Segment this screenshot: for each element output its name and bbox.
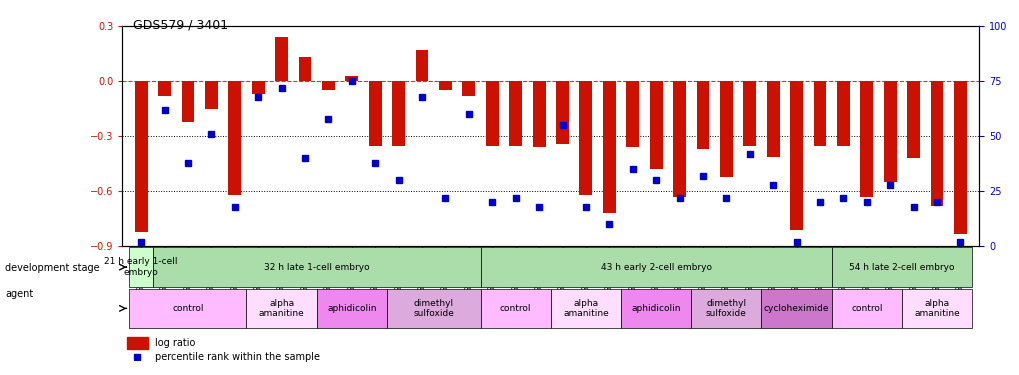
FancyBboxPatch shape — [480, 289, 550, 328]
Bar — [579, 81, 592, 195]
Bar — [929, 81, 943, 206]
Bar — [508, 81, 522, 146]
Text: control: control — [850, 304, 881, 313]
FancyBboxPatch shape — [153, 247, 480, 287]
Bar — [181, 81, 195, 122]
Bar — [649, 81, 662, 170]
Bar — [813, 81, 825, 146]
Bar — [392, 81, 405, 146]
Bar — [462, 81, 475, 96]
Text: percentile rank within the sample: percentile rank within the sample — [155, 352, 320, 362]
Bar — [532, 81, 545, 147]
Bar — [252, 81, 264, 94]
Bar — [882, 81, 896, 182]
Text: alpha
amanitine: alpha amanitine — [259, 299, 304, 318]
Bar — [485, 81, 498, 146]
Text: GDS579 / 3401: GDS579 / 3401 — [132, 19, 227, 32]
FancyBboxPatch shape — [386, 289, 480, 328]
FancyBboxPatch shape — [480, 247, 830, 287]
Bar — [790, 81, 802, 230]
Bar — [415, 50, 428, 81]
Text: alpha
amanitine: alpha amanitine — [562, 299, 608, 318]
FancyBboxPatch shape — [316, 289, 386, 328]
Bar — [906, 81, 919, 158]
Bar — [228, 81, 240, 195]
FancyBboxPatch shape — [550, 289, 621, 328]
Text: aphidicolin: aphidicolin — [631, 304, 681, 313]
Bar — [860, 81, 872, 197]
Bar — [719, 81, 732, 177]
FancyBboxPatch shape — [830, 247, 971, 287]
FancyBboxPatch shape — [129, 247, 153, 287]
Bar — [135, 81, 148, 232]
Text: control: control — [172, 304, 204, 313]
Text: dimethyl
sulfoxide: dimethyl sulfoxide — [413, 299, 453, 318]
Text: 21 h early 1-cell
embryо: 21 h early 1-cell embryо — [104, 257, 177, 277]
FancyBboxPatch shape — [247, 289, 316, 328]
Bar — [626, 81, 639, 147]
FancyBboxPatch shape — [901, 289, 971, 328]
Bar — [602, 81, 615, 213]
Bar — [953, 81, 966, 234]
Text: development stage: development stage — [5, 263, 100, 273]
Text: 43 h early 2-cell embryo: 43 h early 2-cell embryo — [600, 262, 711, 272]
Bar — [275, 37, 287, 81]
Text: 32 h late 1-cell embryo: 32 h late 1-cell embryo — [264, 262, 369, 272]
FancyBboxPatch shape — [129, 289, 247, 328]
Text: alpha
amanitine: alpha amanitine — [913, 299, 959, 318]
Bar — [158, 81, 171, 96]
Text: aphidicolin: aphidicolin — [327, 304, 376, 313]
Bar — [369, 81, 381, 146]
Bar — [126, 337, 148, 349]
Bar — [322, 81, 334, 90]
Bar — [743, 81, 755, 146]
Bar — [438, 81, 451, 90]
Bar — [837, 81, 849, 146]
FancyBboxPatch shape — [830, 289, 901, 328]
Bar — [673, 81, 686, 197]
FancyBboxPatch shape — [761, 289, 830, 328]
FancyBboxPatch shape — [621, 289, 691, 328]
Text: 54 h late 2-cell embryo: 54 h late 2-cell embryo — [849, 262, 954, 272]
Bar — [299, 57, 311, 81]
Bar — [555, 81, 569, 144]
FancyBboxPatch shape — [691, 289, 761, 328]
Bar — [696, 81, 708, 149]
Text: control: control — [499, 304, 531, 313]
Bar — [345, 76, 358, 81]
Text: dimethyl
sulfoxide: dimethyl sulfoxide — [705, 299, 746, 318]
Bar — [205, 81, 218, 109]
Bar — [766, 81, 779, 156]
Text: agent: agent — [5, 290, 34, 299]
Text: cycloheximide: cycloheximide — [763, 304, 828, 313]
Text: log ratio: log ratio — [155, 338, 196, 348]
